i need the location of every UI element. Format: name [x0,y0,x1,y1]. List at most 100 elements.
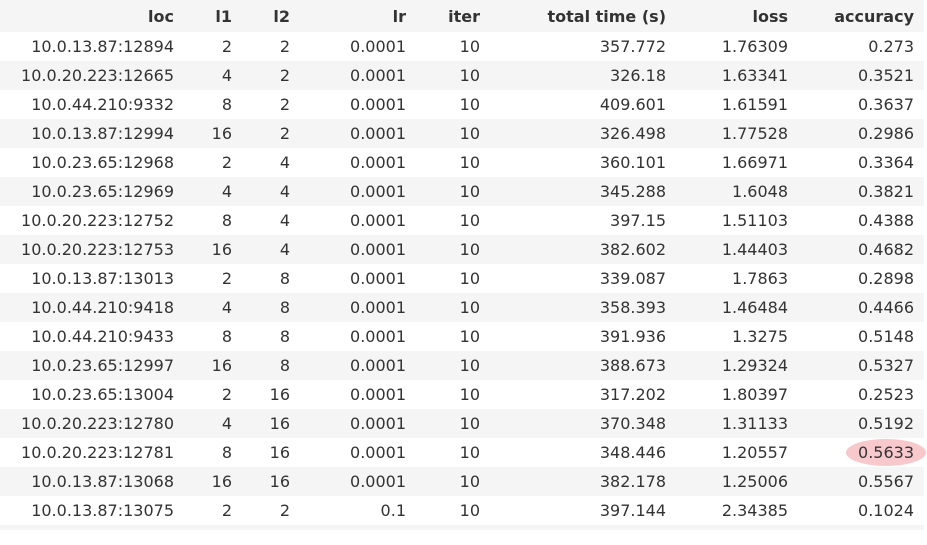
column-header-iter: iter [416,0,490,32]
cell-loc: 10.0.23.65:12997 [0,351,184,380]
cell-accuracy: 0.4466 [798,293,924,322]
cell-iter: 10 [416,119,490,148]
cell-loc: 10.0.13.87:12894 [0,32,184,61]
cell-iter: 10 [416,235,490,264]
cell-accuracy: 0.2986 [798,119,924,148]
cell-l1: 8 [184,206,242,235]
cell-l2: 4 [242,177,300,206]
cell-lr: 0.0001 [300,119,416,148]
cell-l1: 4 [184,409,242,438]
cell-accuracy: 0.5567 [798,467,924,496]
cell-l1: 8 [184,90,242,119]
table-row: 10.0.20.223:12752 8 4 0.0001 10 397.15 1.51103… [0,206,924,235]
results-table: loc l1 l2 lr iter total time (s) loss ac… [0,0,926,525]
cell-l2: 8 [242,264,300,293]
cell-iter: 10 [416,467,490,496]
cell-loss: 2.34385 [676,496,798,525]
cell-lr: 0.0001 [300,177,416,206]
cell-l2: 16 [242,380,300,409]
table-row: 10.0.44.210:9433 8 8 0.0001 10 391.936 1.3275 0… [0,322,924,351]
table-body: 10.0.13.87:12894 2 2 0.0001 10 357.772 1.76309… [0,32,926,525]
cell-lr: 0.0001 [300,61,416,90]
cell-accuracy: 0.5633 [798,438,926,467]
column-header-lr: lr [300,0,416,32]
cell-accuracy: 0.2523 [798,380,924,409]
cell-accuracy: 0.4388 [798,206,924,235]
cell-l1: 2 [184,380,242,409]
cell-lr: 0.0001 [300,322,416,351]
table-bottom-strip [0,525,924,530]
table-row: 10.0.13.87:12994 16 2 0.0001 10 326.498 1.7752… [0,119,924,148]
cell-loc: 10.0.20.223:12752 [0,206,184,235]
cell-accuracy: 0.4682 [798,235,924,264]
cell-lr: 0.0001 [300,409,416,438]
cell-loc: 10.0.13.87:12994 [0,119,184,148]
cell-loss: 1.44403 [676,235,798,264]
cell-accuracy: 0.2898 [798,264,924,293]
cell-accuracy: 0.3637 [798,90,924,119]
cell-l1: 4 [184,177,242,206]
cell-l2: 2 [242,496,300,525]
column-header-l2: l2 [242,0,300,32]
cell-lr: 0.0001 [300,264,416,293]
header-row: loc l1 l2 lr iter total time (s) loss ac… [0,0,924,32]
cell-loc: 10.0.23.65:13004 [0,380,184,409]
cell-loss: 1.80397 [676,380,798,409]
cell-total-time: 345.288 [490,177,676,206]
cell-iter: 10 [416,380,490,409]
cell-l1: 16 [184,467,242,496]
cell-l2: 8 [242,293,300,322]
table-row: 10.0.13.87:13013 2 8 0.0001 10 339.087 1.7863 0… [0,264,924,293]
cell-loss: 1.66971 [676,148,798,177]
column-header-accuracy: accuracy [798,0,924,32]
table-row: 10.0.23.65:12997 16 8 0.0001 10 388.673 1.2932… [0,351,924,380]
cell-loc: 10.0.20.223:12665 [0,61,184,90]
cell-loss: 1.61591 [676,90,798,119]
cell-total-time: 358.393 [490,293,676,322]
cell-l1: 4 [184,61,242,90]
cell-loss: 1.76309 [676,32,798,61]
table-row: 10.0.44.210:9332 8 2 0.0001 10 409.601 1.61591… [0,90,924,119]
cell-l2: 2 [242,32,300,61]
cell-iter: 10 [416,322,490,351]
cell-total-time: 388.673 [490,351,676,380]
cell-l2: 4 [242,235,300,264]
table-row: 10.0.20.223:12753 16 4 0.0001 10 382.602 1.444… [0,235,924,264]
cell-accuracy: 0.5148 [798,322,924,351]
cell-loss: 1.51103 [676,206,798,235]
cell-l2: 4 [242,206,300,235]
cell-l1: 16 [184,351,242,380]
highlighted-accuracy-value: 0.5633 [846,439,926,466]
cell-loss: 1.6048 [676,177,798,206]
cell-iter: 10 [416,61,490,90]
cell-l1: 2 [184,148,242,177]
cell-loc: 10.0.13.87:13075 [0,496,184,525]
cell-total-time: 382.602 [490,235,676,264]
table-row: 10.0.13.87:13068 16 16 0.0001 10 382.178 1.250… [0,467,924,496]
column-header-loss: loss [676,0,798,32]
cell-total-time: 326.498 [490,119,676,148]
cell-total-time: 348.446 [490,438,676,467]
column-header-loc: loc [0,0,184,32]
cell-iter: 10 [416,177,490,206]
cell-l2: 2 [242,90,300,119]
cell-l1: 8 [184,438,242,467]
cell-l2: 4 [242,148,300,177]
cell-total-time: 339.087 [490,264,676,293]
cell-loss: 1.31133 [676,409,798,438]
cell-accuracy: 0.273 [798,32,924,61]
column-header-total-time: total time (s) [490,0,676,32]
table-row: 10.0.20.223:12781 8 16 0.0001 10 348.446 1.205… [0,438,926,467]
cell-l1: 2 [184,496,242,525]
cell-l2: 16 [242,409,300,438]
cell-lr: 0.0001 [300,90,416,119]
cell-lr: 0.0001 [300,148,416,177]
cell-iter: 10 [416,206,490,235]
cell-loc: 10.0.44.210:9332 [0,90,184,119]
cell-loss: 1.63341 [676,61,798,90]
cell-iter: 10 [416,438,490,467]
cell-accuracy: 0.1024 [798,496,924,525]
cell-loc: 10.0.44.210:9418 [0,293,184,322]
cell-total-time: 317.202 [490,380,676,409]
cell-total-time: 391.936 [490,322,676,351]
